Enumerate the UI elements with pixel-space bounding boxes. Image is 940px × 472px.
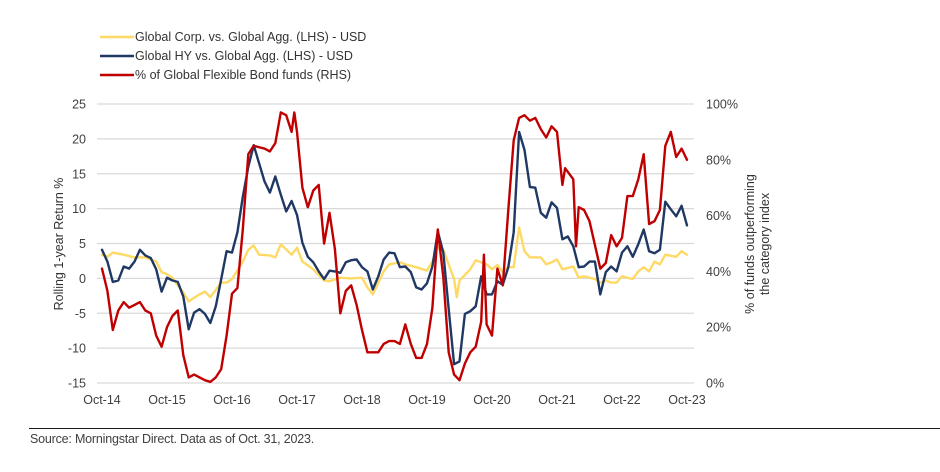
x-axis-ticks: Oct-14 Oct-15 Oct-16 Oct-17 Oct-18 Oct-19 Oct-… bbox=[83, 393, 706, 407]
x-tick-label: Oct-17 bbox=[278, 393, 316, 407]
right-axis-ticks: 100% 80% 60% 40% 20% 0% bbox=[706, 98, 738, 391]
legend-label-global-hy: Global HY vs. Global Agg. (LHS) - USD bbox=[135, 49, 353, 63]
x-tick-label: Oct-23 bbox=[668, 393, 706, 407]
legend-item-global-corp: Global Corp. vs. Global Agg. (LHS) - USD bbox=[100, 30, 366, 44]
x-tick-label: Oct-15 bbox=[148, 393, 186, 407]
gridlines bbox=[97, 103, 694, 384]
left-tick-label: 15 bbox=[72, 167, 86, 181]
right-axis-title-line1: % of funds outperforming bbox=[743, 174, 757, 314]
source-note: Source: Morningstar Direct. Data as of O… bbox=[30, 432, 314, 446]
legend-item-flexible-bond: % of Global Flexible Bond funds (RHS) bbox=[100, 68, 351, 82]
right-axis-title-line2: the category index bbox=[758, 192, 772, 295]
x-tick-label: Oct-21 bbox=[538, 393, 576, 407]
right-tick-label: 100% bbox=[706, 98, 738, 112]
series-lines bbox=[100, 111, 689, 384]
left-tick-label: -15 bbox=[68, 377, 86, 391]
left-tick-label: 10 bbox=[72, 202, 86, 216]
x-tick-label: Oct-20 bbox=[473, 393, 511, 407]
right-tick-label: 80% bbox=[706, 153, 731, 167]
legend-label-global-corp: Global Corp. vs. Global Agg. (LHS) - USD bbox=[135, 30, 366, 44]
series-flexible-bond-line bbox=[100, 111, 689, 384]
left-axis-ticks: 25 20 15 10 5 0 -5 -10 -15 bbox=[68, 98, 86, 391]
right-tick-label: 40% bbox=[706, 265, 731, 279]
left-axis-title: Rolling 1-year Return % bbox=[52, 178, 66, 311]
right-tick-label: 60% bbox=[706, 209, 731, 223]
right-tick-label: 20% bbox=[706, 321, 731, 335]
x-tick-label: Oct-19 bbox=[408, 393, 446, 407]
legend-item-global-hy: Global HY vs. Global Agg. (LHS) - USD bbox=[100, 49, 353, 63]
x-tick-label: Oct-14 bbox=[83, 393, 121, 407]
left-tick-label: -10 bbox=[68, 342, 86, 356]
series-global-hy-line bbox=[100, 130, 689, 366]
left-tick-label: -5 bbox=[75, 307, 86, 321]
legend: Global Corp. vs. Global Agg. (LHS) - USD… bbox=[100, 30, 366, 82]
footer-divider bbox=[29, 428, 940, 429]
left-tick-label: 5 bbox=[79, 237, 86, 251]
left-tick-label: 20 bbox=[72, 132, 86, 146]
x-tick-label: Oct-18 bbox=[343, 393, 381, 407]
series-global-corp-line bbox=[100, 226, 689, 303]
x-tick-label: Oct-22 bbox=[603, 393, 641, 407]
left-tick-label: 25 bbox=[72, 98, 86, 112]
x-tick-label: Oct-16 bbox=[213, 393, 251, 407]
legend-label-flexible-bond: % of Global Flexible Bond funds (RHS) bbox=[135, 68, 351, 82]
left-tick-label: 0 bbox=[79, 272, 86, 286]
right-tick-label: 0% bbox=[706, 377, 724, 391]
